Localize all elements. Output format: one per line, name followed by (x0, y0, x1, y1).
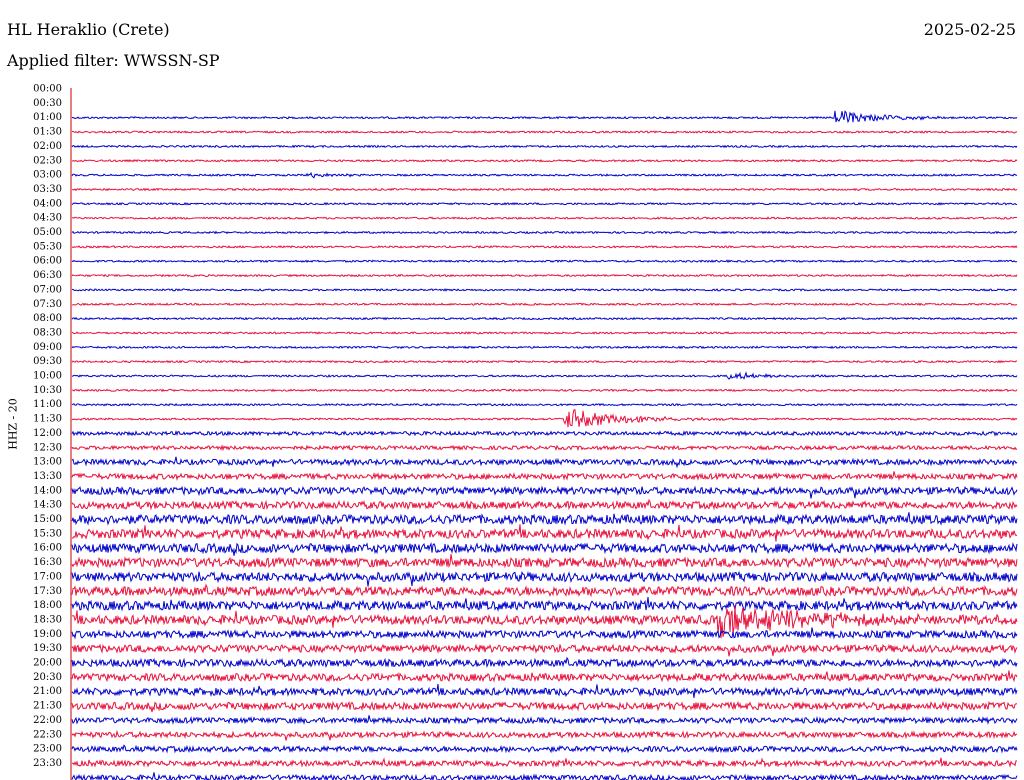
seismic-trace (71, 583, 1018, 598)
seismic-trace (71, 485, 1018, 499)
seismic-trace (71, 456, 1018, 469)
time-tick-label: 02:30 (33, 155, 62, 166)
time-tick-label: 18:30 (33, 614, 62, 625)
seismic-trace (71, 700, 1018, 713)
time-tick-label: 16:30 (33, 557, 62, 568)
time-tick-label: 23:00 (33, 744, 62, 755)
seismic-trace (71, 512, 1018, 526)
seismic-trace (71, 524, 1018, 542)
time-tick-label: 04:00 (33, 198, 62, 209)
time-tick-label: 12:00 (33, 428, 62, 439)
time-tick-label: 20:30 (33, 672, 62, 683)
seismic-trace (71, 684, 1018, 699)
seismic-trace (71, 553, 1018, 569)
time-tick-label: 09:00 (33, 342, 62, 353)
time-tick-label: 05:30 (33, 241, 62, 252)
seismic-trace (71, 345, 1018, 350)
time-tick-label: 21:00 (33, 686, 62, 697)
time-tick-label: 19:00 (33, 629, 62, 640)
seismic-trace (71, 359, 1018, 364)
seismic-trace (71, 130, 1018, 134)
time-tick-label: 15:00 (33, 514, 62, 525)
seismic-trace (71, 430, 1018, 437)
seismic-trace (71, 158, 1018, 163)
time-tick-label: 03:30 (33, 184, 62, 195)
time-tick-label: 09:30 (33, 356, 62, 367)
time-tick-label: 12:30 (33, 442, 62, 453)
seismic-trace (71, 596, 1018, 612)
seismic-trace (72, 187, 1018, 192)
time-tick-label: 13:00 (33, 457, 62, 468)
seismic-trace (71, 316, 1018, 321)
time-tick-label: 17:00 (33, 571, 62, 582)
time-tick-label: 21:30 (33, 701, 62, 712)
seismic-trace (71, 605, 1018, 639)
filter-label: Applied filter: WWSSN-SP (7, 51, 220, 70)
time-tick-label: 06:30 (33, 270, 62, 281)
time-tick-label: 06:00 (33, 256, 62, 267)
time-tick-label: 20:00 (33, 658, 62, 669)
seismic-trace (71, 627, 1018, 640)
seismic-trace (71, 171, 1018, 179)
time-tick-label: 01:30 (33, 127, 62, 138)
time-tick-label: 11:00 (33, 399, 62, 410)
seismic-trace (71, 409, 1018, 428)
seismic-trace (71, 402, 1018, 407)
time-tick-label: 15:30 (33, 528, 62, 539)
seismic-trace (71, 444, 1018, 452)
time-tick-label: 07:30 (33, 299, 62, 310)
seismic-trace (71, 729, 1018, 741)
time-tick-label: 22:30 (33, 729, 62, 740)
time-tick-label: 04:30 (33, 213, 62, 224)
time-tick-label: 03:00 (33, 170, 62, 181)
time-tick-label: 19:30 (33, 643, 62, 654)
time-tick-label: 07:00 (33, 284, 62, 295)
seismic-trace (71, 302, 1018, 307)
time-tick-label: 16:00 (33, 543, 62, 554)
seismic-trace (71, 259, 1018, 264)
seismic-trace (71, 371, 1018, 380)
time-tick-label: 10:00 (33, 371, 62, 382)
seismic-trace (71, 288, 1018, 292)
date-label: 2025-02-25 (923, 20, 1016, 39)
time-tick-label: 00:30 (33, 98, 62, 109)
time-tick-label: 05:00 (33, 227, 62, 238)
time-tick-label: 11:30 (33, 414, 62, 425)
seismic-trace (71, 643, 1018, 657)
time-tick-label: 17:30 (33, 586, 62, 597)
time-tick-label: 14:00 (33, 485, 62, 496)
seismic-trace (71, 757, 1018, 769)
time-tick-label: 13:30 (33, 471, 62, 482)
seismic-trace (71, 144, 1018, 149)
time-tick-label: 02:00 (33, 141, 62, 152)
seismic-trace (71, 471, 1018, 482)
seismic-trace (71, 110, 1018, 124)
seismic-trace (71, 715, 1018, 726)
seismic-trace (71, 273, 1018, 278)
seismic-trace (71, 498, 1018, 511)
time-tick-label: 23:30 (33, 758, 62, 769)
seismic-trace (71, 772, 1018, 780)
time-tick-label: 00:00 (33, 84, 62, 95)
time-tick-label: 18:00 (33, 600, 62, 611)
seismic-trace (71, 331, 1018, 335)
seismic-trace (71, 744, 1018, 754)
seismic-trace (71, 216, 1018, 220)
time-tick-label: 08:30 (33, 327, 62, 338)
time-tick-label: 01:00 (33, 112, 62, 123)
seismic-trace (71, 244, 1018, 249)
seismic-trace (71, 230, 1018, 235)
time-tick-label: 22:00 (33, 715, 62, 726)
time-tick-label: 08:00 (33, 313, 62, 324)
time-tick-label: 14:30 (33, 500, 62, 511)
seismic-trace (71, 202, 1018, 206)
time-tick-label: 10:30 (33, 385, 62, 396)
seismic-trace (71, 388, 1018, 393)
seismic-trace (71, 670, 1018, 683)
seismic-trace (71, 570, 1018, 587)
seismic-trace (71, 541, 1018, 556)
station-title: HL Heraklio (Crete) (7, 20, 170, 39)
seismic-trace (71, 656, 1018, 669)
